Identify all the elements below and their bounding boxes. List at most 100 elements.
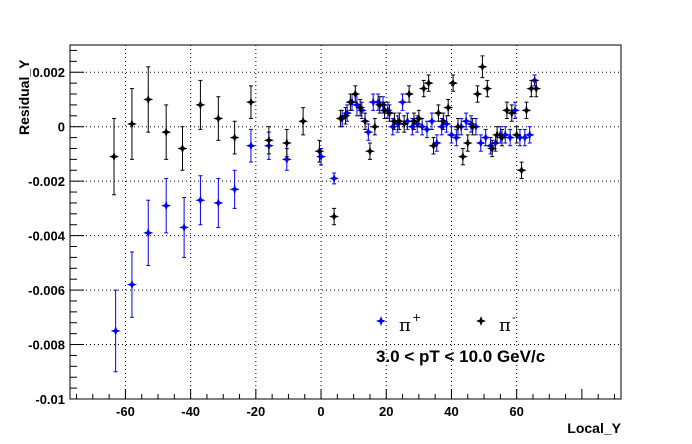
data-point-pi-minus — [369, 118, 380, 136]
marker-pi-plus — [329, 173, 340, 184]
data-point-pi-minus — [452, 118, 463, 136]
marker-pi-minus — [245, 97, 256, 108]
data-point-pi-minus — [497, 128, 507, 147]
marker-pi-minus — [467, 121, 478, 132]
marker-pi-plus — [441, 118, 452, 129]
marker-pi-plus — [402, 116, 413, 127]
data-point-pi-plus — [519, 128, 530, 147]
data-point-pi-plus — [505, 128, 516, 147]
data-point-pi-plus — [510, 101, 521, 120]
marker-pi-plus — [485, 140, 496, 151]
axes: -60 -40 -20 0 20 40 60 -0.01 -0.008 -0.006 -0.004 -… — [28, 44, 622, 419]
data-point-pi-minus — [457, 147, 468, 166]
data-point-pi-plus — [161, 177, 172, 234]
data-point-pi-plus — [143, 199, 154, 267]
marker-pi-minus — [497, 132, 507, 143]
data-point-pi-minus — [448, 74, 459, 92]
legend-marker-pi-minus — [476, 316, 486, 326]
marker-pi-plus — [195, 195, 206, 206]
marker-pi-minus — [423, 78, 434, 89]
data-point-pi-minus — [521, 101, 532, 120]
marker-pi-plus — [351, 99, 362, 110]
pt-range-annotation: 3.0 < pT < 10.0 GeV/c — [376, 347, 545, 366]
data-point-pi-plus — [461, 112, 472, 130]
data-point-pi-plus — [126, 251, 137, 318]
marker-pi-minus — [177, 143, 188, 154]
marker-pi-minus — [345, 97, 356, 108]
data-point-pi-plus — [229, 169, 240, 209]
data-point-pi-minus — [161, 104, 172, 160]
data-point-pi-minus — [467, 118, 478, 136]
marker-pi-minus — [462, 138, 473, 149]
data-point-pi-plus — [431, 134, 442, 152]
marker-pi-plus — [500, 129, 511, 140]
legend-star-pi-plus — [376, 316, 386, 326]
data-point-pi-plus — [329, 172, 340, 185]
marker-pi-minus — [229, 132, 240, 143]
marker-pi-plus — [417, 121, 428, 132]
data-point-pi-minus — [516, 161, 527, 179]
marker-pi-minus — [109, 151, 120, 162]
marker-pi-minus — [213, 113, 224, 124]
marker-pi-minus — [433, 108, 444, 119]
data-point-pi-minus — [511, 126, 522, 144]
marker-pi-plus — [412, 118, 423, 129]
marker-pi-minus — [335, 113, 346, 124]
marker-pi-plus — [480, 132, 491, 143]
data-point-pi-minus — [364, 142, 375, 160]
marker-pi-minus — [457, 151, 468, 162]
marker-pi-minus — [452, 121, 463, 132]
data-point-pi-minus — [360, 112, 371, 130]
marker-pi-minus — [329, 211, 340, 222]
data-point-pi-plus — [245, 128, 256, 163]
legend-label-pi-plus: π — [399, 315, 411, 336]
marker-pi-plus — [179, 222, 190, 233]
x-tick-label: -20 — [246, 404, 265, 419]
marker-pi-plus — [342, 108, 353, 119]
data-point-pi-minus — [472, 85, 483, 103]
data-point-pi-minus — [109, 118, 120, 196]
marker-pi-minus — [355, 102, 366, 113]
legend-marker-pi-plus — [376, 316, 386, 326]
marker-pi-minus — [263, 135, 274, 146]
marker-pi-plus — [446, 129, 457, 140]
data-point-pi-minus — [177, 126, 188, 171]
marker-pi-plus — [397, 97, 408, 108]
marker-pi-minus — [364, 146, 375, 157]
data-point-pi-minus — [335, 109, 346, 128]
data-point-pi-plus — [195, 175, 206, 226]
marker-pi-plus — [451, 132, 462, 143]
marker-pi-minus — [531, 83, 542, 94]
marker-pi-minus — [360, 116, 371, 127]
legend-charge-pi-plus: + — [412, 311, 421, 324]
marker-pi-plus — [161, 200, 172, 211]
data-point-pi-plus — [179, 196, 190, 258]
plot-frame — [69, 44, 622, 400]
x-tick-label: -40 — [181, 404, 200, 419]
data-point-pi-minus — [229, 120, 240, 155]
grid-lines — [70, 45, 621, 400]
marker-pi-minus — [516, 165, 527, 176]
data-point-pi-minus — [355, 98, 366, 117]
legend: π + π - — [376, 311, 516, 336]
marker-pi-plus — [356, 105, 367, 116]
marker-pi-plus — [229, 184, 240, 195]
data-point-pi-minus — [126, 88, 137, 160]
y-tick-label: -0.01 — [35, 392, 65, 407]
x-axis-title: Local_Y — [567, 420, 621, 436]
data-point-pi-minus — [404, 85, 415, 103]
marker-pi-minus — [314, 146, 325, 157]
marker-pi-plus — [245, 140, 256, 151]
marker-pi-plus — [316, 151, 327, 162]
data-point-pi-plus — [426, 112, 437, 130]
marker-pi-plus — [436, 121, 447, 132]
data-point-pi-minus — [379, 101, 390, 120]
marker-pi-plus — [466, 118, 477, 129]
data-point-pi-minus — [263, 126, 274, 155]
marker-pi-minus — [379, 105, 390, 116]
marker-pi-plus — [431, 138, 442, 149]
data-point-pi-minus — [281, 128, 292, 158]
x-tick-label: 20 — [379, 404, 393, 419]
